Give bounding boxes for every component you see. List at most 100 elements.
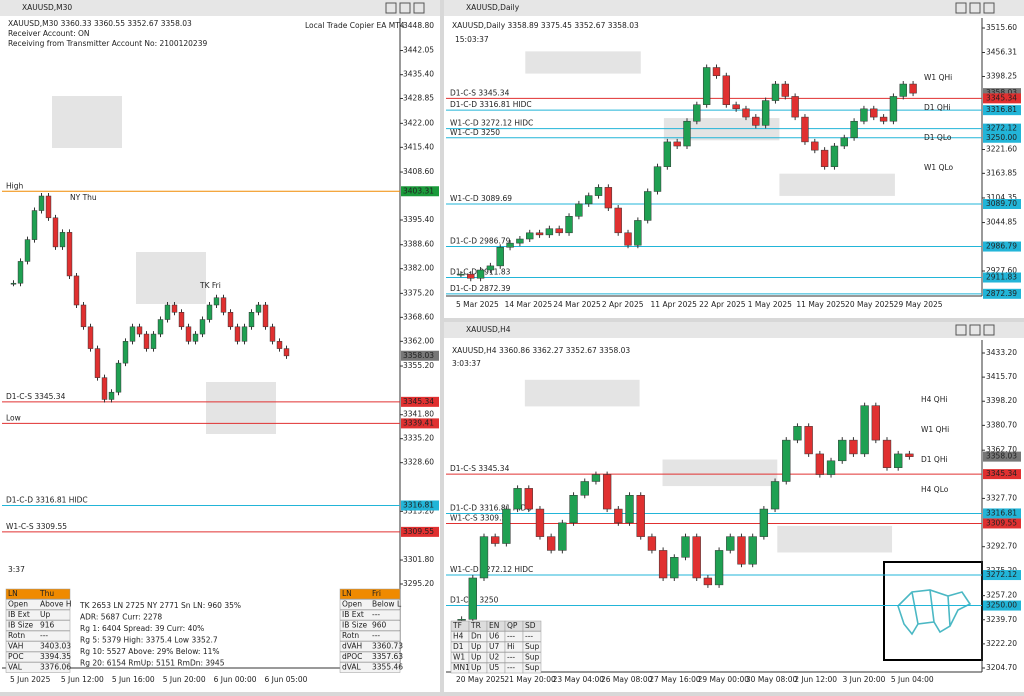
candle bbox=[594, 187, 603, 196]
zone-label: W1 QHi bbox=[924, 73, 952, 82]
window-title: XAUUSD,H4 bbox=[466, 325, 511, 334]
timer: 15:03:37 bbox=[455, 35, 489, 44]
candle bbox=[535, 508, 545, 537]
candle bbox=[692, 536, 701, 579]
zone-label: D1 QHi bbox=[924, 103, 951, 112]
table-text: TR bbox=[470, 621, 481, 630]
level-label: Low bbox=[6, 413, 21, 422]
titlebar[interactable] bbox=[444, 322, 1024, 338]
time-label: 20 May 2025 bbox=[456, 675, 505, 684]
time-label: 26 May 08:00 bbox=[601, 675, 653, 684]
price-label: 3388.60 bbox=[403, 240, 434, 249]
time-label: 5 Jun 20:00 bbox=[163, 675, 206, 684]
candle bbox=[820, 149, 829, 167]
candle bbox=[634, 220, 642, 246]
price-tag-label: 3309.55 bbox=[403, 527, 434, 536]
status-note: Receiving from Transmitter Account No: 2… bbox=[8, 39, 207, 48]
titlebar[interactable] bbox=[0, 0, 440, 16]
table-text: --- bbox=[507, 663, 515, 672]
panel-cell: 916 bbox=[40, 621, 55, 630]
titlebar[interactable] bbox=[444, 0, 1024, 16]
zone bbox=[662, 459, 778, 487]
panel-cell: 3376.06 bbox=[40, 663, 71, 672]
price-tag bbox=[983, 132, 1021, 143]
time-label: 2 Apr 2025 bbox=[602, 300, 644, 309]
candle bbox=[722, 75, 731, 105]
level-label: D1-C-D 2872.39 bbox=[450, 284, 511, 293]
candle bbox=[227, 312, 234, 328]
panel-cell: VAL bbox=[8, 663, 23, 672]
candle bbox=[31, 210, 38, 240]
candle bbox=[683, 120, 691, 147]
zone-label: TK Fri bbox=[199, 281, 221, 290]
candle bbox=[693, 104, 701, 122]
zone-label: D1 QLo bbox=[924, 133, 952, 142]
price-label: 3428.85 bbox=[403, 93, 434, 102]
candle bbox=[171, 304, 178, 313]
time-label: 5 Jun 04:00 bbox=[891, 675, 934, 684]
time-label: 29 May 00:00 bbox=[698, 675, 750, 684]
price-tag-label: 3089.70 bbox=[986, 199, 1017, 208]
price-tag bbox=[983, 469, 1021, 480]
price-label: 3382.00 bbox=[403, 264, 434, 273]
candle bbox=[585, 195, 593, 205]
price-label: 3044.85 bbox=[986, 218, 1017, 227]
price-tag-label: 3316.81 bbox=[986, 105, 1017, 114]
candle bbox=[87, 326, 94, 349]
candle bbox=[737, 536, 746, 565]
candle bbox=[516, 238, 524, 244]
price-label: 3328.60 bbox=[403, 458, 434, 467]
candle bbox=[17, 261, 24, 284]
price-tag bbox=[983, 600, 1021, 611]
time-label: 1 May 2025 bbox=[748, 300, 792, 309]
candle bbox=[643, 191, 652, 221]
price-label: 3104.35 bbox=[986, 193, 1017, 202]
price-label: 3362.00 bbox=[403, 336, 434, 345]
candle bbox=[804, 426, 813, 455]
window-buttons[interactable] bbox=[385, 2, 995, 336]
price-tag bbox=[983, 88, 1021, 99]
candle bbox=[826, 460, 836, 475]
price-tag-label: 2986.79 bbox=[986, 242, 1017, 251]
table-text: Sup bbox=[525, 663, 540, 672]
candle bbox=[653, 166, 662, 192]
panel-row bbox=[5, 588, 71, 600]
candle bbox=[52, 217, 59, 248]
panel-cell: --- bbox=[40, 631, 48, 640]
price-tag-label: 2911.83 bbox=[986, 273, 1017, 282]
price-label: 3415.70 bbox=[986, 372, 1017, 381]
candle bbox=[742, 108, 750, 118]
price-label: 3448.80 bbox=[403, 21, 434, 30]
candle bbox=[526, 232, 534, 240]
candle bbox=[108, 391, 115, 400]
candle bbox=[569, 495, 578, 524]
chart-header: XAUUSD,H4 3360.86 3362.27 3352.67 3358.0… bbox=[452, 346, 630, 355]
time-label: 11 May 2025 bbox=[796, 300, 845, 309]
time-label: 30 May 08:00 bbox=[746, 675, 798, 684]
candle bbox=[580, 481, 589, 496]
candle bbox=[94, 348, 101, 378]
panel-cell: LN bbox=[342, 589, 352, 598]
candle bbox=[476, 269, 485, 279]
table-text: TF bbox=[452, 621, 462, 630]
price-label: 3257.20 bbox=[986, 591, 1017, 600]
zone bbox=[779, 173, 895, 196]
candle bbox=[457, 273, 465, 276]
candle bbox=[870, 108, 878, 118]
time-label: 2 Jun 12:00 bbox=[794, 675, 837, 684]
price-label: 3380.70 bbox=[986, 420, 1017, 429]
candle bbox=[781, 83, 789, 97]
candle bbox=[468, 577, 477, 620]
level-label: W1-C-D 3272.12 HIDC bbox=[450, 119, 533, 128]
time-label: 27 May 16:00 bbox=[649, 675, 701, 684]
timer: 3:03:37 bbox=[452, 359, 481, 368]
level-label: W1-C-S 3309.55 bbox=[450, 513, 511, 522]
candle bbox=[732, 104, 740, 110]
panel-row bbox=[339, 630, 401, 642]
panel-cell: Up bbox=[40, 610, 50, 619]
price-tag bbox=[983, 241, 1021, 252]
level-label: D1-C-D 3316.81 HIDC bbox=[6, 495, 88, 504]
zone bbox=[52, 96, 122, 148]
panel-row bbox=[5, 662, 71, 673]
